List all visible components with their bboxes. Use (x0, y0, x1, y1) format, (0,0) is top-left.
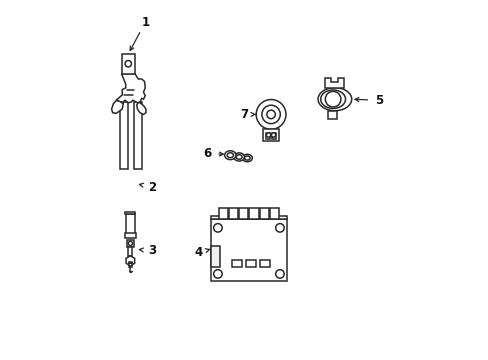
Circle shape (128, 241, 132, 246)
Ellipse shape (224, 151, 236, 159)
Bar (266, 133, 269, 139)
Text: 7: 7 (240, 108, 248, 121)
Bar (128, 247, 132, 256)
Bar (272, 133, 275, 139)
Bar (125, 233, 135, 238)
Bar (246, 260, 256, 267)
Circle shape (266, 133, 270, 137)
Circle shape (262, 105, 280, 123)
Bar (128, 261, 132, 267)
Polygon shape (111, 100, 123, 113)
Bar (121, 54, 135, 74)
Text: 6: 6 (203, 147, 211, 160)
Circle shape (275, 224, 284, 232)
Ellipse shape (227, 153, 233, 158)
Bar (260, 260, 270, 267)
Circle shape (213, 270, 222, 278)
Circle shape (325, 91, 340, 107)
Polygon shape (263, 129, 278, 141)
Bar (134, 102, 142, 169)
Text: 1: 1 (141, 16, 149, 29)
Polygon shape (116, 74, 145, 103)
Ellipse shape (244, 156, 249, 160)
Circle shape (125, 60, 131, 67)
Ellipse shape (242, 154, 252, 162)
Circle shape (256, 100, 285, 129)
Bar (232, 260, 242, 267)
Bar (120, 102, 127, 169)
Bar (127, 239, 133, 247)
Bar (259, 208, 268, 219)
Circle shape (275, 270, 284, 278)
Polygon shape (327, 111, 336, 119)
Polygon shape (137, 103, 145, 114)
Bar (210, 216, 286, 219)
Circle shape (213, 224, 222, 232)
Circle shape (271, 133, 275, 137)
Text: 3: 3 (148, 244, 156, 257)
Text: 4: 4 (194, 246, 202, 259)
Bar (239, 208, 248, 219)
Bar (126, 214, 134, 235)
Ellipse shape (233, 153, 244, 161)
Bar (218, 208, 227, 219)
Text: 2: 2 (148, 181, 156, 194)
Bar (269, 208, 279, 219)
Polygon shape (126, 256, 134, 266)
Bar (210, 219, 286, 281)
Polygon shape (325, 78, 343, 88)
Bar (249, 208, 258, 219)
Ellipse shape (320, 90, 345, 108)
Circle shape (266, 110, 275, 119)
Bar (125, 212, 135, 214)
Bar (228, 208, 238, 219)
Text: 5: 5 (374, 94, 383, 107)
Bar (210, 246, 219, 267)
Ellipse shape (236, 155, 242, 159)
Ellipse shape (317, 88, 351, 111)
